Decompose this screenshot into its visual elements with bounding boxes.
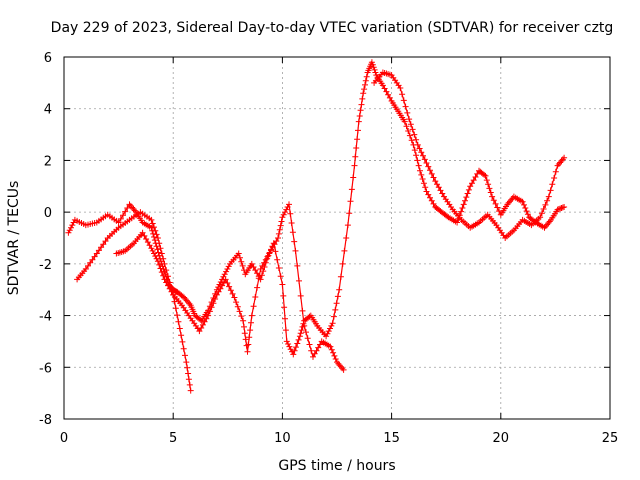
y-tick-label: 6 <box>44 51 52 66</box>
y-tick-label: -4 <box>39 310 52 325</box>
series-markers <box>113 201 347 373</box>
y-tick-label: -6 <box>39 361 52 376</box>
series-markers <box>371 69 568 241</box>
x-tick-label: 5 <box>169 431 177 446</box>
chart-title: Day 229 of 2023, Sidereal Day-to-day VTE… <box>51 20 614 36</box>
series-satellite-track-a <box>65 59 568 358</box>
series-markers <box>74 209 194 394</box>
y-tick-label: 0 <box>44 206 52 221</box>
y-tick-label: 2 <box>44 154 52 169</box>
x-tick-label: 0 <box>60 431 68 446</box>
x-tick-label: 15 <box>383 431 400 446</box>
y-axis-label: SDTVAR / TECUs <box>6 181 22 296</box>
y-tick-label: 4 <box>44 103 52 118</box>
y-tick-label: -2 <box>39 258 52 273</box>
x-tick-label: 10 <box>274 431 291 446</box>
series-satellite-track-c <box>113 201 347 373</box>
series-line <box>67 61 565 355</box>
axis-ticks: 0 5 10 15 20 25 -8 -6 -4 -2 0 2 4 6 <box>39 51 618 446</box>
grid <box>64 57 610 419</box>
series-satellite-track-b <box>74 209 194 394</box>
series-markers <box>65 59 568 358</box>
x-tick-label: 20 <box>493 431 510 446</box>
y-tick-label: -8 <box>39 413 52 428</box>
series-line <box>373 71 565 239</box>
plot-series <box>65 59 568 394</box>
x-axis-label: GPS time / hours <box>278 458 395 474</box>
x-tick-label: 25 <box>602 431 619 446</box>
plot-frame <box>63 56 611 420</box>
series-satellite-track-d <box>371 69 568 241</box>
